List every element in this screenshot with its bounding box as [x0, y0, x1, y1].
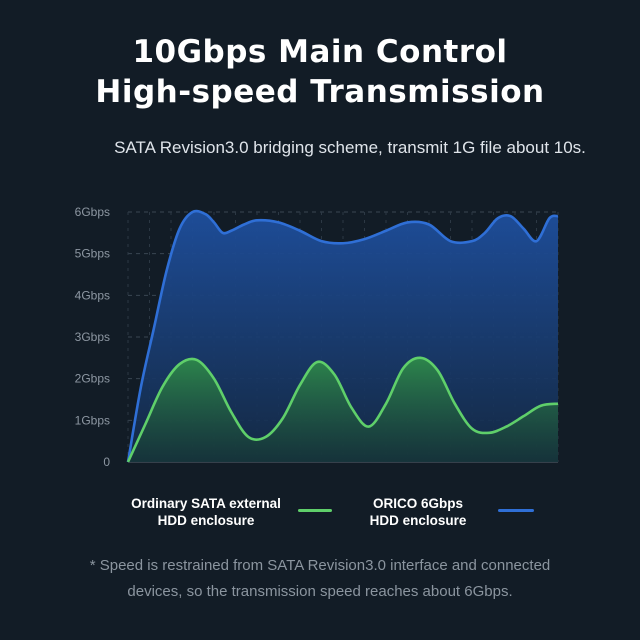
y-tick-label: 5Gbps [75, 247, 110, 261]
legend-orico-swatch [498, 509, 534, 512]
ordinary-series-line [126, 356, 559, 463]
legend-orico-label-line-1: ORICO 6Gbps [372, 496, 463, 511]
footnote-line-2: devices, so the transmission speed reach… [127, 583, 513, 600]
y-axis-ticks: 0 1Gbps 2Gbps 3Gbps 4Gbps 5Gbps 6Gbps [75, 205, 111, 469]
y-tick-label: 1Gbps [75, 413, 110, 427]
y-tick-label: 3Gbps [75, 330, 110, 344]
legend-ordinary-label-line-1: Ordinary SATA external [131, 496, 281, 511]
footnote-line-1: * Speed is restrained from SATA Revision… [89, 557, 551, 574]
legend-orico-label: ORICO 6Gbps HDD enclosure [358, 495, 478, 529]
speed-chart: 0 1Gbps 2Gbps 3Gbps 4Gbps 5Gbps 6Gbps [75, 205, 559, 469]
y-tick-label: 2Gbps [75, 372, 110, 386]
page-title-line-1: 10Gbps Main Control [132, 34, 508, 70]
ordinary-series-area [128, 357, 558, 462]
legend-ordinary-label-line-2: HDD enclosure [157, 513, 255, 528]
legend-orico-label-line-2: HDD enclosure [369, 513, 467, 528]
y-tick-label: 0 [103, 455, 110, 469]
footnote: * Speed is restrained from SATA Revision… [0, 553, 640, 605]
series-areas [126, 209, 559, 463]
orico-series-line [126, 209, 559, 463]
legend-ordinary-swatch [298, 509, 332, 512]
y-tick-label: 6Gbps [75, 205, 110, 219]
y-tick-label: 4Gbps [75, 288, 110, 302]
page-subtitle: SATA Revision3.0 bridging scheme, transm… [114, 138, 586, 157]
legend-ordinary-label: Ordinary SATA external HDD enclosure [118, 495, 294, 529]
page-title-line-2: High-speed Transmission [95, 74, 545, 110]
